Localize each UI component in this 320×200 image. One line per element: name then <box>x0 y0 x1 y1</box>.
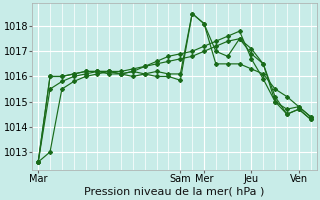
X-axis label: Pression niveau de la mer( hPa ): Pression niveau de la mer( hPa ) <box>84 187 265 197</box>
